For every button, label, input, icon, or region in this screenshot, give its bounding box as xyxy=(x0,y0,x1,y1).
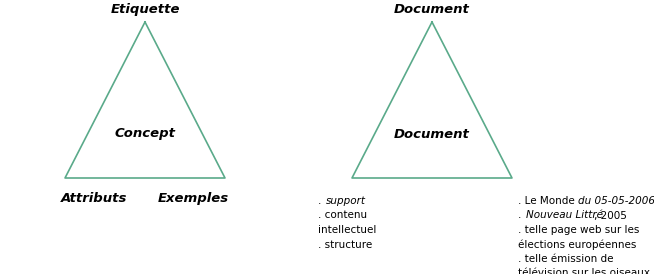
Text: . contenu: . contenu xyxy=(318,210,367,221)
Text: Etiquette: Etiquette xyxy=(111,3,180,16)
Text: . telle page web sur les: . telle page web sur les xyxy=(518,225,640,235)
Text: Document: Document xyxy=(394,3,470,16)
Text: Attributs: Attributs xyxy=(61,192,128,205)
Text: Document: Document xyxy=(394,127,470,141)
Text: du 05-05-2006: du 05-05-2006 xyxy=(578,196,654,206)
Text: support: support xyxy=(326,196,366,206)
Text: . telle émission de: . telle émission de xyxy=(518,254,613,264)
Text: Exemples: Exemples xyxy=(158,192,229,205)
Text: Concept: Concept xyxy=(114,127,175,141)
Text: intellectuel: intellectuel xyxy=(318,225,376,235)
Text: . Le Monde: . Le Monde xyxy=(518,196,578,206)
Text: . structure: . structure xyxy=(318,239,372,250)
Text: .: . xyxy=(518,210,525,221)
Text: .: . xyxy=(318,196,324,206)
Text: élections européennes: élections européennes xyxy=(518,239,636,250)
Text: , 2005: , 2005 xyxy=(594,210,627,221)
Text: Nouveau Littré: Nouveau Littré xyxy=(526,210,603,221)
Text: télévision sur les oiseaux: télévision sur les oiseaux xyxy=(518,269,650,274)
